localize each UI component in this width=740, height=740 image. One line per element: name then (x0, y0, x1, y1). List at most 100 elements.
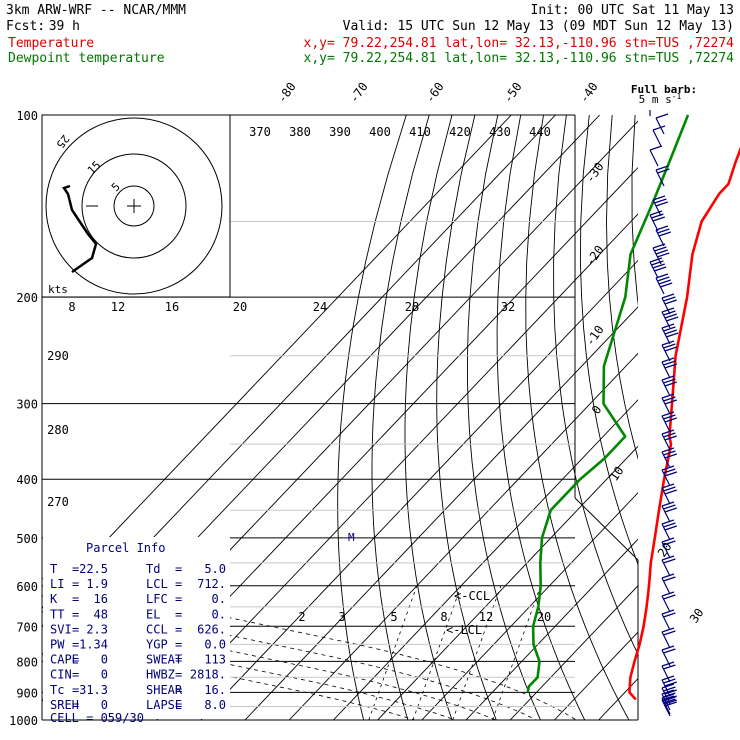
wind-barb-flag (664, 329, 677, 335)
wind-barb-flag (663, 664, 676, 670)
parcel-value: 2818. (190, 668, 226, 682)
pressure-tick-label: 100 (16, 109, 38, 123)
isotherm-label: -80 (275, 80, 299, 106)
parcel-value: HWBZ (146, 668, 175, 682)
parcel-value: Td (146, 562, 160, 576)
wind-barb-flag (663, 696, 676, 702)
parcel-value: = (72, 638, 79, 652)
wind-barb-flag (661, 323, 675, 329)
parcel-value: K (50, 592, 58, 606)
wind-barb-flag (658, 231, 671, 237)
wind-barb-flag (664, 525, 677, 531)
wind-barb-flag (652, 195, 666, 201)
wind-barb-flag (661, 465, 675, 471)
mixing-ratio-label: 24 (313, 300, 327, 314)
mixing-ratio-line (412, 585, 462, 720)
ccl-annotation: <-CCL (454, 589, 490, 603)
wind-barb-flag (663, 540, 676, 546)
isotherm-label: -30 (583, 160, 607, 186)
wind-barb-flag (664, 363, 677, 369)
dry-adiabat (337, 115, 407, 720)
isotherm-line (288, 352, 638, 720)
wind-barb-flag (663, 576, 676, 582)
wind-barb-flag (655, 113, 669, 119)
wind-barb-flag (651, 260, 664, 266)
wind-barb-flag (649, 257, 663, 263)
wind-barb-flag (661, 695, 675, 701)
wind-barb-flag (661, 357, 675, 363)
parcel-value: CAPE (50, 653, 79, 667)
wind-barb-flag (655, 225, 669, 231)
wind-barb-flag (663, 522, 676, 528)
wind-barb-flag (664, 417, 677, 423)
parcel-value: LCL (146, 577, 168, 591)
parcel-value: 0. (212, 607, 226, 621)
wind-barb-flag (661, 340, 675, 346)
parcel-value: SHEAR (146, 683, 183, 697)
dry-adiabat (436, 115, 497, 720)
isotherm-line (244, 306, 638, 720)
parcel-value: = (175, 653, 182, 667)
wind-barb-flag (661, 609, 675, 615)
mixing-ratio-label: 12 (111, 300, 125, 314)
isotherm-line (465, 538, 638, 720)
theta-e-label: 400 (369, 125, 391, 139)
parcel-value: TT (50, 607, 64, 621)
parcel-value: = (175, 607, 182, 621)
parcel-value: 712. (197, 577, 226, 591)
wind-barb-flag (661, 693, 675, 699)
theta-e-label: 440 (529, 125, 551, 139)
parcel-value: = (175, 592, 182, 606)
wind-barb-flag (664, 381, 677, 387)
dry-adiabat (404, 115, 453, 720)
wind-barb-flag (663, 360, 676, 366)
wind-barb-flag (666, 316, 679, 322)
wind-barb-flag (663, 678, 676, 684)
parcel-value: = (175, 683, 182, 697)
isotherm-label: 20 (655, 540, 675, 560)
theta-e-label: 410 (409, 125, 431, 139)
hodograph-ring-label: 25 (53, 132, 71, 150)
theta-e-label: 370 (249, 125, 271, 139)
mixing-ratio-label: 3 (338, 610, 345, 624)
temperature-profile (628, 146, 740, 701)
isotherm-label: 0 (589, 403, 605, 417)
dry-adiabat (525, 115, 630, 720)
mixing-ratio-label: 32 (501, 300, 515, 314)
wind-barb-flag (649, 145, 663, 151)
dry-adiabat (631, 115, 638, 307)
isotherm-line (156, 213, 638, 720)
parcel-value: LI (50, 577, 64, 591)
wind-barb-flag (664, 489, 677, 495)
hodograph-trace (62, 184, 98, 274)
wind-barb-flag (654, 246, 667, 252)
wind-barb-flag (663, 343, 676, 349)
parcel-value: = (72, 622, 79, 636)
isotherm-line (200, 259, 638, 720)
dewpoint-profile (526, 114, 690, 693)
pressure-tick-label: 200 (16, 291, 38, 305)
wind-barb-flag (664, 346, 677, 352)
legend-temperature-info: x,y= 79.22,254.81 lat,lon= 32.13,-110.96… (304, 36, 735, 51)
wind-barb-flag (661, 483, 675, 489)
isotherm-label: 10 (607, 464, 627, 484)
dry-adiabat (656, 115, 740, 733)
wind-barb-flag (661, 375, 675, 381)
parcel-value: CCL (146, 622, 168, 636)
theta-label: 270 (47, 495, 69, 509)
parcel-value: Tc (50, 683, 64, 697)
mixing-ratio-line (452, 585, 502, 720)
wind-barb-flag (663, 630, 676, 636)
wind-barb-flag (664, 689, 677, 695)
forecast-label: Fcst: (6, 19, 45, 34)
dry-adiabat (606, 115, 638, 460)
wind-barb-flag (657, 252, 670, 258)
theta-label: 290 (47, 349, 69, 363)
mixing-ratio-label: 16 (165, 300, 179, 314)
parcel-value: 0.0 (204, 638, 226, 652)
parcel-value: = (175, 562, 182, 576)
theta-e-label: 430 (489, 125, 511, 139)
valid-time: Valid: 15 UTC Sun 12 May 13 (09 MDT Sun … (343, 19, 734, 34)
